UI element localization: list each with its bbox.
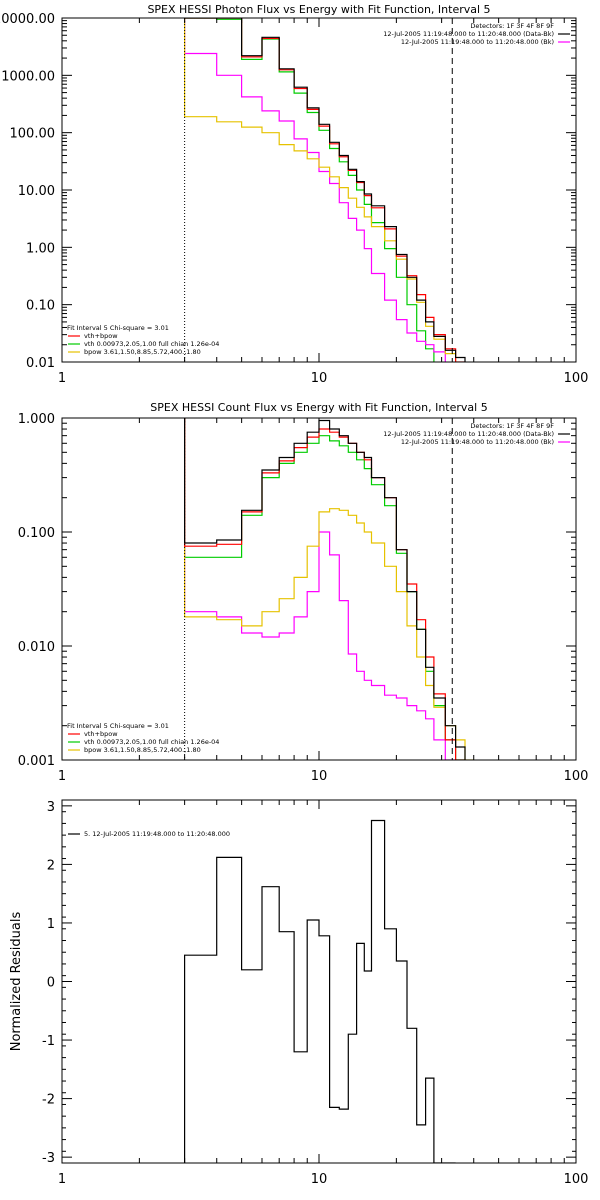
count-panel: SPEX HESSI Count Flux vs Energy with Fit…	[18, 401, 589, 784]
count-series	[184, 418, 474, 760]
photon-info-line: 12-Jul-2005 11:19:48.000 to 11:20:48.000…	[383, 30, 554, 38]
count-info-line: Detectors: 1F 3F 4F 8F 9F	[470, 422, 554, 430]
count-legend-entry: bpow 3.61,1.50,8.85,5.72,400.,1.80	[84, 746, 201, 754]
count-series-yellow	[184, 418, 474, 760]
count-legend-title: Fit Interval 5 Chi-square = 3.01	[67, 722, 169, 730]
photon-series-yellow	[184, 18, 457, 362]
count-info-line: 12-Jul-2005 11:19:48.000 to 11:20:48.000…	[401, 438, 554, 446]
photon-panel: SPEX HESSI Photon Flux vs Energy with Fi…	[0, 3, 589, 386]
count-info-line: 12-Jul-2005 11:19:48.000 to 11:20:48.000…	[383, 430, 554, 438]
photon-ytick-label: 1000.00	[1, 69, 55, 84]
residuals-ytick-label: -1	[42, 1034, 55, 1049]
residuals-ytick-label: 1	[47, 917, 55, 932]
count-xtick-label: 100	[564, 769, 589, 784]
residuals-legend-entry: 5. 12-Jul-2005 11:19:48.000 to 11:20:48.…	[84, 830, 230, 838]
residuals-series	[184, 819, 456, 1163]
photon-ytick-label: 1.00	[26, 241, 55, 256]
count-ytick-label: 0.100	[18, 526, 55, 541]
residuals-ytick-label: -3	[42, 1151, 55, 1166]
count-series-green	[184, 418, 466, 760]
photon-series-black	[184, 18, 466, 362]
photon-info-line: 12-Jul-2005 11:19:48.000 to 11:20:48.000…	[401, 38, 554, 46]
residuals-ytick-label: 2	[47, 858, 55, 873]
count-ytick-label: 0.001	[18, 754, 55, 769]
photon-axes-frame	[61, 17, 577, 363]
photon-info-line: Detectors: 1F 3F 4F 8F 9F	[470, 22, 554, 30]
photon-legend-entry: vth 0.00973,2.05,1.00 full chian 1.26e-0…	[84, 340, 219, 348]
photon-ytick-label: 10000.00	[0, 12, 55, 27]
photon-ytick-label: 10.00	[18, 184, 55, 199]
count-title: SPEX HESSI Count Flux vs Energy with Fit…	[150, 401, 487, 414]
photon-series-red	[184, 18, 466, 362]
count-series-red	[184, 418, 466, 760]
photon-series	[184, 18, 466, 362]
photon-ytick-label: 0.01	[26, 356, 55, 371]
count-legend-entry: vth 0.00973,2.05,1.00 full chian 1.26e-0…	[84, 738, 219, 746]
photon-ytick-label: 0.10	[26, 299, 55, 314]
photon-legend-entry: vth+bpow	[84, 332, 118, 340]
photon-legend-entry: bpow 3.61,1.50,8.85,5.72,400.,1.80	[84, 348, 201, 356]
count-ytick-label: 0.010	[18, 640, 55, 655]
count-ytick-label: 1.000	[18, 412, 55, 427]
residuals-axes-frame	[61, 799, 577, 1164]
count-legend-entry: vth+bpow	[84, 730, 118, 738]
residuals-ytick-label: 0	[47, 976, 55, 991]
residuals-xtick-label: 1	[58, 1172, 66, 1187]
count-series-black	[184, 418, 466, 760]
photon-title: SPEX HESSI Photon Flux vs Energy with Fi…	[147, 3, 490, 16]
count-xtick-label: 10	[311, 769, 328, 784]
photon-xtick-label: 100	[564, 371, 589, 386]
photon-ytick-label: 100.00	[10, 127, 56, 142]
residuals-ytick-label: 3	[47, 800, 55, 815]
photon-series-green	[184, 18, 435, 362]
photon-xtick-label: 10	[311, 371, 328, 386]
residuals-panel: 1 10 100 -3 -2 -1 0 1 2 3 Normalized Residuals 5. 1…	[9, 799, 589, 1187]
residuals-ylabel: Normalized Residuals	[9, 912, 24, 1052]
photon-series-magenta	[184, 18, 446, 362]
photon-xtick-label: 1	[58, 371, 66, 386]
count-series-magenta	[184, 418, 457, 760]
residuals-xtick-label: 10	[311, 1172, 328, 1187]
residuals-xtick-label: 100	[564, 1172, 589, 1187]
residuals-ytick-label: -2	[42, 1093, 55, 1108]
count-xtick-label: 1	[58, 769, 66, 784]
residuals-series-residual	[184, 819, 456, 1163]
photon-legend-title: Fit Interval 5 Chi-square = 3.01	[67, 324, 169, 332]
